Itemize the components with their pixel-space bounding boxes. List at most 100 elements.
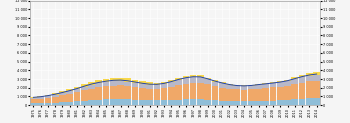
Bar [154, 85, 160, 89]
Bar [183, 78, 189, 84]
Bar [37, 97, 44, 99]
Bar [88, 85, 95, 89]
Bar [96, 83, 102, 87]
Bar [212, 82, 218, 86]
Bar [233, 101, 240, 105]
Bar [74, 101, 80, 105]
Bar [175, 78, 182, 80]
Bar [306, 81, 313, 99]
Bar [262, 88, 269, 101]
Bar [197, 83, 204, 99]
Bar [81, 101, 88, 105]
Bar [139, 84, 146, 88]
Bar [103, 79, 109, 82]
Bar [125, 82, 131, 86]
Bar [96, 87, 102, 100]
Bar [154, 83, 160, 85]
Bar [277, 81, 284, 83]
Bar [81, 87, 88, 90]
Bar [125, 78, 131, 82]
Bar [270, 87, 276, 101]
Bar [52, 93, 58, 95]
Bar [183, 84, 189, 99]
Bar [241, 101, 247, 105]
Bar [255, 101, 262, 105]
Bar [30, 99, 37, 103]
Bar [219, 83, 225, 88]
Bar [110, 81, 117, 86]
Bar [88, 89, 95, 100]
Bar [110, 86, 117, 99]
Bar [284, 86, 291, 100]
Bar [190, 75, 196, 77]
Bar [292, 99, 298, 105]
Bar [44, 96, 51, 98]
Bar [81, 90, 88, 101]
Bar [262, 84, 269, 88]
Bar [103, 82, 109, 86]
Bar [248, 89, 254, 101]
Bar [270, 82, 276, 83]
Bar [44, 95, 51, 96]
Bar [241, 85, 247, 86]
Bar [175, 85, 182, 100]
Bar [226, 89, 233, 101]
Bar [190, 99, 196, 105]
Bar [30, 103, 37, 105]
Bar [262, 83, 269, 84]
Bar [66, 91, 73, 94]
Bar [37, 99, 44, 103]
Bar [292, 77, 298, 79]
Bar [306, 73, 313, 76]
Bar [197, 75, 204, 77]
Bar [270, 101, 276, 105]
Bar [313, 98, 320, 105]
Bar [277, 87, 284, 100]
Bar [52, 103, 58, 105]
Bar [277, 100, 284, 105]
Bar [66, 89, 73, 91]
Bar [183, 99, 189, 105]
Bar [117, 85, 124, 99]
Bar [226, 84, 233, 85]
Bar [212, 100, 218, 105]
Bar [125, 86, 131, 99]
Bar [212, 80, 218, 82]
Bar [277, 83, 284, 87]
Bar [117, 99, 124, 105]
Bar [204, 100, 211, 105]
Bar [248, 86, 254, 89]
Bar [299, 77, 306, 83]
Bar [284, 100, 291, 105]
Bar [96, 100, 102, 105]
Bar [204, 84, 211, 100]
Bar [168, 82, 175, 87]
Bar [219, 88, 225, 101]
Bar [66, 102, 73, 105]
Bar [255, 89, 262, 101]
Bar [117, 78, 124, 81]
Bar [299, 83, 306, 99]
Bar [96, 80, 102, 83]
Bar [30, 97, 37, 98]
Bar [52, 97, 58, 103]
Bar [125, 99, 131, 105]
Bar [168, 80, 175, 82]
Bar [139, 100, 146, 105]
Bar [313, 75, 320, 81]
Bar [175, 100, 182, 105]
Bar [132, 80, 138, 83]
Bar [241, 86, 247, 90]
Bar [197, 99, 204, 105]
Bar [262, 101, 269, 105]
Bar [66, 94, 73, 102]
Bar [44, 103, 51, 105]
Bar [168, 87, 175, 100]
Bar [132, 87, 138, 100]
Bar [219, 101, 225, 105]
Bar [313, 81, 320, 98]
Bar [212, 86, 218, 100]
Bar [37, 96, 44, 97]
Bar [59, 93, 66, 95]
Bar [132, 83, 138, 87]
